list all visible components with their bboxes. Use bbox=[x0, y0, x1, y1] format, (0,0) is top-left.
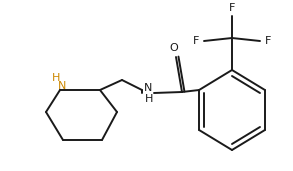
Text: N: N bbox=[144, 83, 152, 93]
Text: F: F bbox=[229, 3, 235, 13]
Text: N: N bbox=[58, 81, 66, 91]
Text: F: F bbox=[265, 36, 271, 46]
Text: H: H bbox=[145, 94, 153, 104]
Text: O: O bbox=[170, 43, 178, 53]
Text: H: H bbox=[52, 73, 60, 83]
Text: F: F bbox=[193, 36, 199, 46]
